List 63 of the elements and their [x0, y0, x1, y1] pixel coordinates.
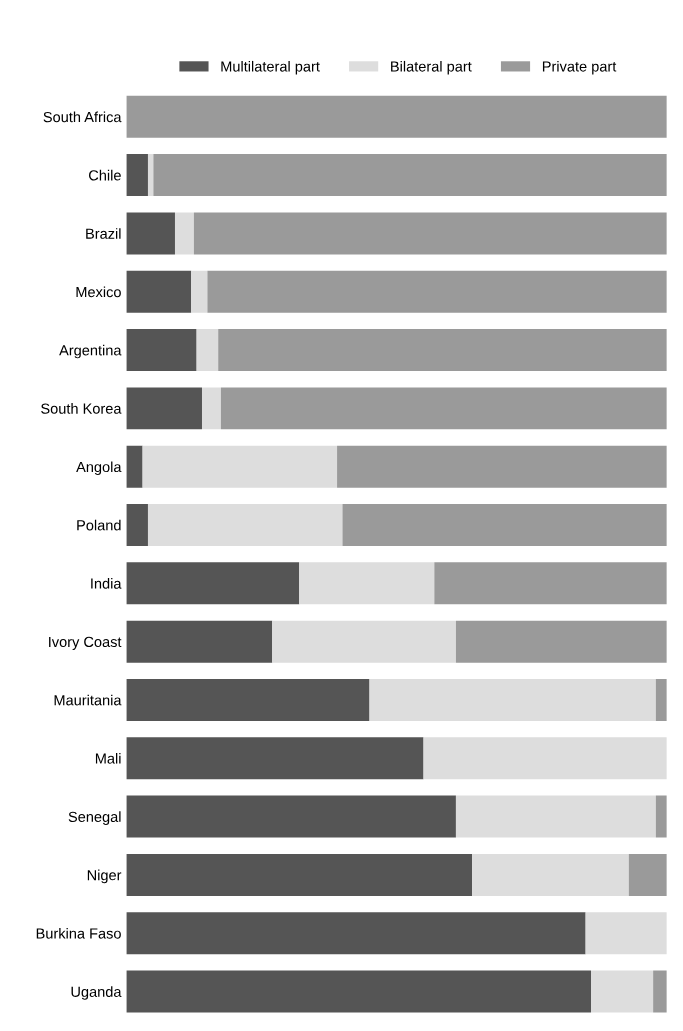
- bar: [142, 445, 338, 488]
- y-tick-label: India: [91, 578, 122, 589]
- bar: [174, 212, 194, 255]
- bar: [299, 562, 435, 605]
- bar: [220, 387, 667, 430]
- bar: [126, 678, 370, 721]
- bar: [147, 504, 343, 546]
- bar: [126, 562, 300, 605]
- bar: [196, 329, 219, 372]
- bar: [628, 853, 667, 896]
- bar: [218, 329, 667, 372]
- bar: [193, 212, 667, 255]
- legend-label: Bilateral part: [391, 60, 472, 75]
- bar: [126, 329, 197, 372]
- bar: [126, 504, 148, 546]
- bar: [126, 970, 591, 1013]
- bar: [126, 387, 202, 430]
- bar: [201, 387, 221, 430]
- bar: [423, 737, 667, 780]
- bar: [126, 445, 143, 488]
- bar: [126, 620, 273, 663]
- y-tick-label: Mexico: [76, 286, 121, 298]
- bar: [126, 154, 148, 197]
- bar: [126, 795, 456, 838]
- bar: [653, 970, 667, 1013]
- y-tick-label: Uganda: [71, 986, 122, 1000]
- bar: [126, 912, 586, 955]
- bar: [126, 737, 424, 780]
- y-tick-label: Poland: [77, 519, 121, 531]
- bar: [655, 678, 667, 721]
- y-tick-label: Chile: [89, 169, 121, 181]
- y-tick-label: South Africa: [43, 111, 122, 123]
- bar: [591, 970, 654, 1013]
- bar: [126, 270, 192, 313]
- y-tick-label: Senegal: [68, 811, 121, 825]
- bar: [126, 853, 473, 896]
- y-tick-label: South Korea: [41, 403, 122, 414]
- bar: [455, 795, 656, 838]
- bar: [337, 445, 667, 488]
- bar: [434, 562, 667, 605]
- bar: [207, 270, 667, 313]
- bar: [147, 154, 154, 197]
- bar: [153, 154, 667, 197]
- bar: [126, 95, 667, 138]
- legend-label: Private part: [542, 60, 617, 75]
- bar: [472, 853, 629, 896]
- bar: [585, 912, 667, 955]
- y-tick-label: Burkina Faso: [36, 927, 121, 939]
- bar: [191, 270, 208, 313]
- bar: [369, 678, 656, 721]
- y-tick-label: Argentina: [59, 344, 122, 359]
- bar: [342, 504, 667, 546]
- y-tick-label: Niger: [87, 869, 122, 884]
- bar: [272, 620, 456, 663]
- y-tick-label: Mali: [95, 752, 121, 764]
- bar: [126, 212, 175, 255]
- y-tick-label: Brazil: [86, 228, 121, 239]
- y-tick-label: Ivory Coast: [49, 636, 122, 650]
- legend-label: Multilateral part: [221, 60, 320, 75]
- bar: [655, 795, 667, 838]
- y-tick-label: Mauritania: [54, 694, 122, 706]
- bar: [455, 620, 667, 663]
- y-tick-label: Angola: [76, 461, 122, 475]
